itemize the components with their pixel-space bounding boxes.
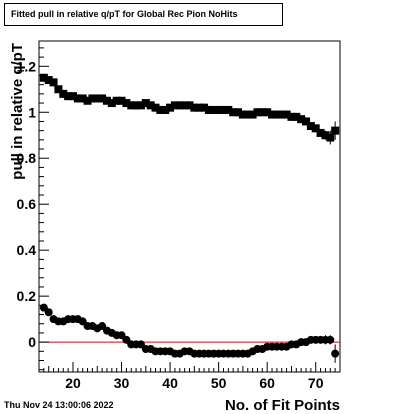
data-point-square bbox=[311, 124, 320, 133]
y-tick-label: 1 bbox=[28, 104, 36, 120]
data-point-square bbox=[156, 105, 165, 114]
data-point-square bbox=[209, 105, 218, 114]
data-point-square bbox=[146, 101, 155, 110]
data-point-square bbox=[161, 105, 170, 114]
data-point-square bbox=[98, 94, 107, 103]
x-tick-label: 20 bbox=[65, 375, 81, 391]
data-point-square bbox=[292, 112, 301, 121]
data-point-square bbox=[59, 89, 68, 98]
x-tick-label: 40 bbox=[162, 375, 178, 391]
data-point-circle bbox=[326, 335, 335, 344]
x-axis-label: No. of Fit Points bbox=[225, 397, 340, 414]
data-point-square bbox=[287, 112, 296, 121]
y-tick-label: 0.2 bbox=[17, 288, 37, 304]
x-tick-label: 30 bbox=[114, 375, 130, 391]
data-point-square bbox=[248, 110, 257, 119]
data-point-square bbox=[102, 96, 111, 105]
data-point-square bbox=[272, 110, 281, 119]
data-point-square bbox=[112, 96, 121, 105]
data-point-square bbox=[282, 110, 291, 119]
data-point-square bbox=[180, 101, 189, 110]
data-point-square bbox=[44, 76, 53, 85]
y-tick-label: 0.8 bbox=[17, 150, 37, 166]
data-point-square bbox=[83, 96, 92, 105]
x-tick-label: 50 bbox=[211, 375, 227, 391]
data-point-square bbox=[185, 101, 194, 110]
data-point-square bbox=[64, 92, 73, 101]
data-point-square bbox=[214, 105, 223, 114]
data-point-square bbox=[68, 92, 77, 101]
data-point-square bbox=[78, 94, 87, 103]
data-point-square bbox=[54, 85, 63, 94]
data-point-square bbox=[277, 110, 286, 119]
data-point-square bbox=[200, 103, 209, 112]
data-point-square bbox=[297, 115, 306, 124]
data-point-square bbox=[268, 110, 277, 119]
data-point-square bbox=[141, 99, 150, 108]
y-tick-label: 0.6 bbox=[17, 196, 37, 212]
data-point-square bbox=[243, 110, 252, 119]
data-point-square bbox=[122, 99, 131, 108]
data-point-square bbox=[321, 131, 330, 140]
data-point-square bbox=[331, 126, 340, 135]
data-point-square bbox=[127, 101, 136, 110]
data-point-square bbox=[93, 94, 102, 103]
data-point-square bbox=[166, 103, 175, 112]
data-point-square bbox=[49, 78, 58, 87]
data-point-square bbox=[238, 110, 247, 119]
data-point-square bbox=[234, 108, 243, 117]
data-point-square bbox=[263, 108, 272, 117]
y-tick-label: 0.4 bbox=[17, 242, 37, 258]
data-point-square bbox=[73, 94, 82, 103]
data-point-square bbox=[170, 101, 179, 110]
data-point-square bbox=[132, 101, 141, 110]
y-tick-label: 0 bbox=[28, 334, 36, 350]
data-point-square bbox=[326, 133, 335, 142]
chart-title: Fitted pull in relative q/pT for Global … bbox=[11, 9, 238, 19]
data-point-square bbox=[190, 103, 199, 112]
data-point-square bbox=[258, 108, 267, 117]
data-point-square bbox=[117, 96, 126, 105]
data-point-circle bbox=[44, 308, 53, 317]
y-axis-label: pull in relative q/pT bbox=[9, 43, 26, 180]
axis-ticks-group: 20 30 40 50 60 70 0 0.2 0.4 0.6 0.8 1 1.2 bbox=[17, 47, 341, 391]
data-point-square bbox=[175, 101, 184, 110]
data-point-square bbox=[151, 103, 160, 112]
timestamp: Thu Nov 24 13:00:06 2022 bbox=[4, 400, 114, 410]
data-point-square bbox=[107, 99, 116, 108]
data-point-square bbox=[316, 128, 325, 137]
data-point-square bbox=[88, 94, 97, 103]
data-point-square bbox=[219, 105, 228, 114]
data-point-square bbox=[204, 105, 213, 114]
data-point-square bbox=[253, 108, 262, 117]
x-tick-label: 70 bbox=[308, 375, 324, 391]
data-marks-group bbox=[39, 73, 340, 363]
data-point-square bbox=[224, 105, 233, 114]
y-tick-label: 1.2 bbox=[17, 58, 37, 74]
data-point-square bbox=[306, 122, 315, 131]
data-point-square bbox=[229, 108, 238, 117]
data-point-square bbox=[302, 117, 311, 126]
data-point-square bbox=[136, 101, 145, 110]
data-point-square bbox=[195, 103, 204, 112]
chart-title-box: Fitted pull in relative q/pT for Global … bbox=[4, 3, 283, 26]
x-tick-label: 60 bbox=[259, 375, 275, 391]
data-point-square bbox=[39, 73, 48, 82]
data-point-circle bbox=[331, 349, 340, 358]
